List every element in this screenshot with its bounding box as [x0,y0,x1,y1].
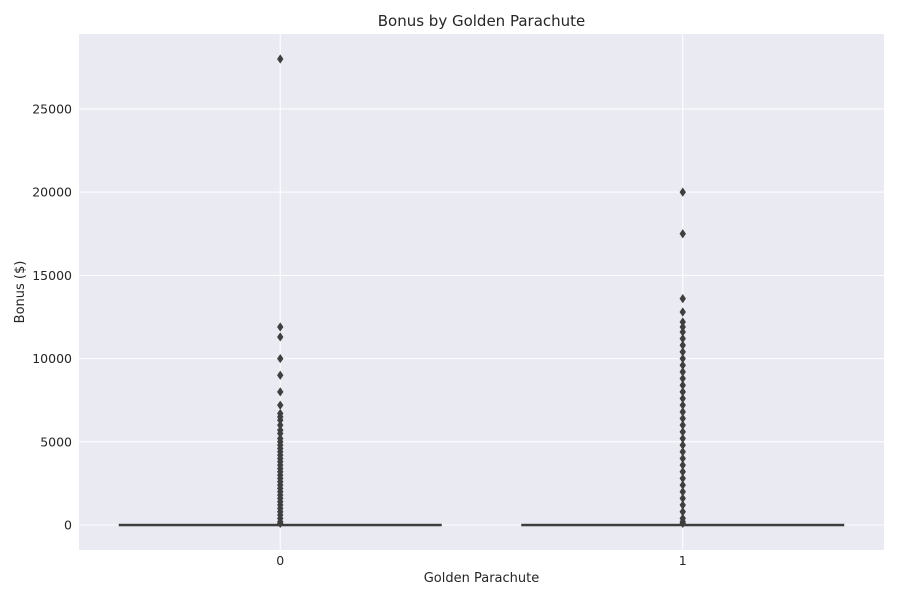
y-axis-label: Bonus ($) [13,261,28,324]
outlier-point [679,407,686,417]
outlier-point [679,420,686,430]
outlier-point [679,493,686,503]
outlier-point [679,447,686,457]
x-tick-label: 1 [679,553,687,568]
x-axis-label: Golden Parachute [424,571,540,586]
outlier-point [679,322,686,332]
outlier-point [277,415,284,425]
y-tick-label: 5000 [40,434,72,449]
outlier-point [277,332,284,342]
outlier-point [679,317,686,327]
y-tick-label: 0 [64,518,72,533]
outlier-point [679,187,686,197]
outlier-point [679,367,686,377]
outlier-point [277,353,284,364]
outlier-point [679,400,686,410]
outlier-point [679,353,686,364]
outlier-point [679,487,686,497]
outlier-point [679,229,686,239]
box-group-1 [521,187,845,528]
boxes [118,54,845,528]
outlier-point [679,380,686,390]
plot-area [79,34,884,550]
outlier-point [679,460,686,470]
outlier-point [277,387,284,397]
outlier-point [679,334,686,344]
outlier-point [679,427,686,437]
outlier-point [679,480,686,490]
outlier-point [277,370,284,380]
outlier-point [679,453,686,464]
outlier-point [679,393,686,404]
outlier-point [277,54,284,64]
grid [79,34,884,550]
outlier-point [679,413,686,424]
outlier-point [679,373,686,384]
outlier-point [679,440,686,450]
outlier-point [679,294,686,304]
outlier-point [679,340,686,350]
y-tick-label: 15000 [32,268,72,283]
x-tick-label: 0 [276,553,284,568]
ticks: 0 5000 10000 15000 20000 25000 0 1 [32,101,686,568]
y-tick-label: 10000 [32,351,72,366]
chart-title: Bonus by Golden Parachute [378,12,586,30]
outlier-point [679,360,686,370]
outlier-point [277,420,284,430]
outlier-point [679,307,686,317]
outlier-point [277,518,284,528]
outlier-point [679,507,686,517]
outlier-point [679,433,686,444]
y-tick-label: 20000 [32,185,72,200]
y-tick-label: 25000 [32,101,72,116]
outlier-point [679,518,686,528]
outlier-point [679,387,686,397]
outlier-point [277,400,284,410]
outlier-point [679,473,686,484]
outlier-point [679,500,686,510]
box-group-0 [118,54,442,528]
outlier-point [277,428,284,439]
outlier-point [679,347,686,357]
outlier-point [679,327,686,337]
outlier-point [679,467,686,477]
outlier-point [277,322,284,332]
